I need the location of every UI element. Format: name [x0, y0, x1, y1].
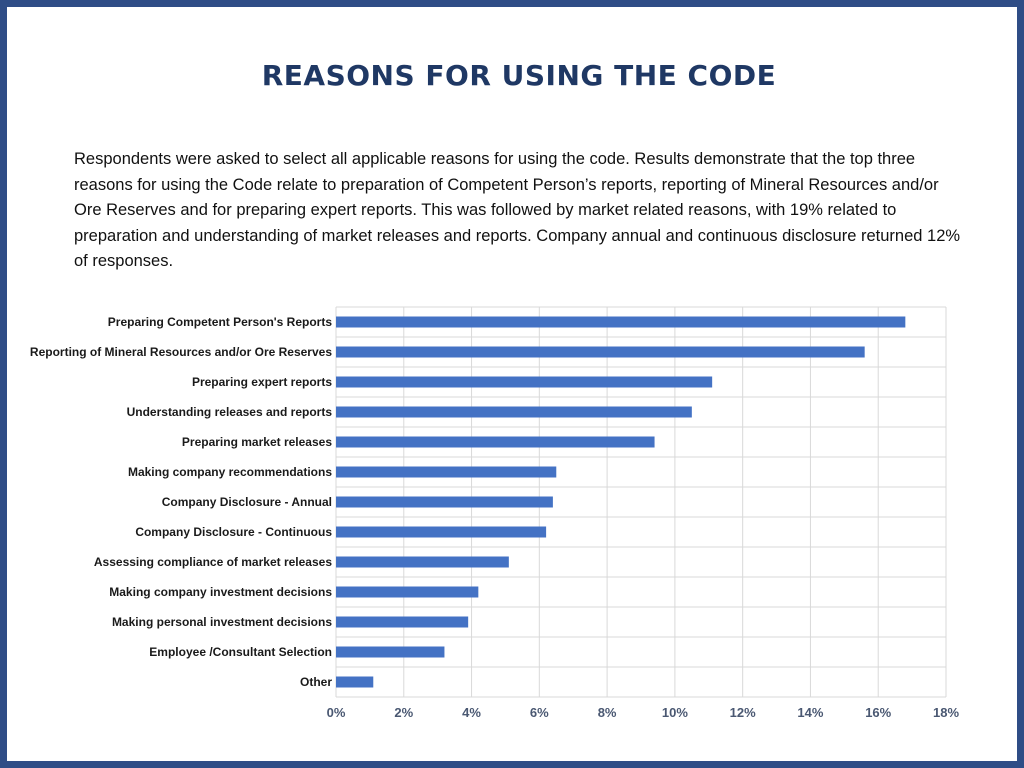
- x-tick-label: 12%: [730, 705, 756, 720]
- x-tick-label: 2%: [394, 705, 413, 720]
- category-label: Company Disclosure - Annual: [162, 495, 332, 509]
- x-tick-label: 18%: [933, 705, 959, 720]
- bar: [336, 346, 865, 358]
- x-tick-label: 10%: [662, 705, 688, 720]
- bar: [336, 376, 713, 388]
- category-label: Preparing expert reports: [192, 375, 332, 389]
- category-label: Preparing market releases: [182, 435, 332, 449]
- bar: [336, 556, 509, 568]
- bar: [336, 406, 692, 418]
- category-label: Employee /Consultant Selection: [149, 645, 332, 659]
- bar-layer: [336, 316, 906, 688]
- x-tick-label: 6%: [530, 705, 549, 720]
- bar: [336, 316, 906, 328]
- bar: [336, 676, 374, 688]
- category-label: Preparing Competent Person's Reports: [108, 315, 333, 329]
- bar: [336, 616, 469, 628]
- category-label: Other: [300, 675, 332, 689]
- category-label: Assessing compliance of market releases: [94, 555, 332, 569]
- bar: [336, 586, 479, 598]
- x-tick-label: 0%: [327, 705, 346, 720]
- x-tick-label: 16%: [865, 705, 891, 720]
- x-tick-label: 8%: [598, 705, 617, 720]
- grid-layer: [335, 306, 947, 698]
- category-label: Making company recommendations: [128, 465, 332, 479]
- x-tick-label: 4%: [462, 705, 481, 720]
- category-label: Company Disclosure - Continuous: [135, 525, 332, 539]
- category-label: Reporting of Mineral Resources and/or Or…: [30, 345, 332, 359]
- bar: [336, 496, 553, 508]
- category-label: Making company investment decisions: [109, 585, 332, 599]
- description-paragraph: Respondents were asked to select all app…: [74, 150, 961, 270]
- page-title: REASONS FOR USING THE CODE: [261, 59, 777, 92]
- bar: [336, 466, 557, 478]
- category-label: Making personal investment decisions: [112, 615, 332, 629]
- bar: [336, 526, 547, 538]
- bar: [336, 436, 655, 448]
- category-label-layer: Preparing Competent Person's Reports Repo…: [30, 315, 332, 689]
- bar: [336, 646, 445, 658]
- category-label: Understanding releases and reports: [127, 405, 333, 419]
- x-tick-label: 14%: [797, 705, 823, 720]
- x-tick-label-layer: 0% 2% 4% 6% 8% 10% 12% 14% 16% 18%: [327, 705, 960, 720]
